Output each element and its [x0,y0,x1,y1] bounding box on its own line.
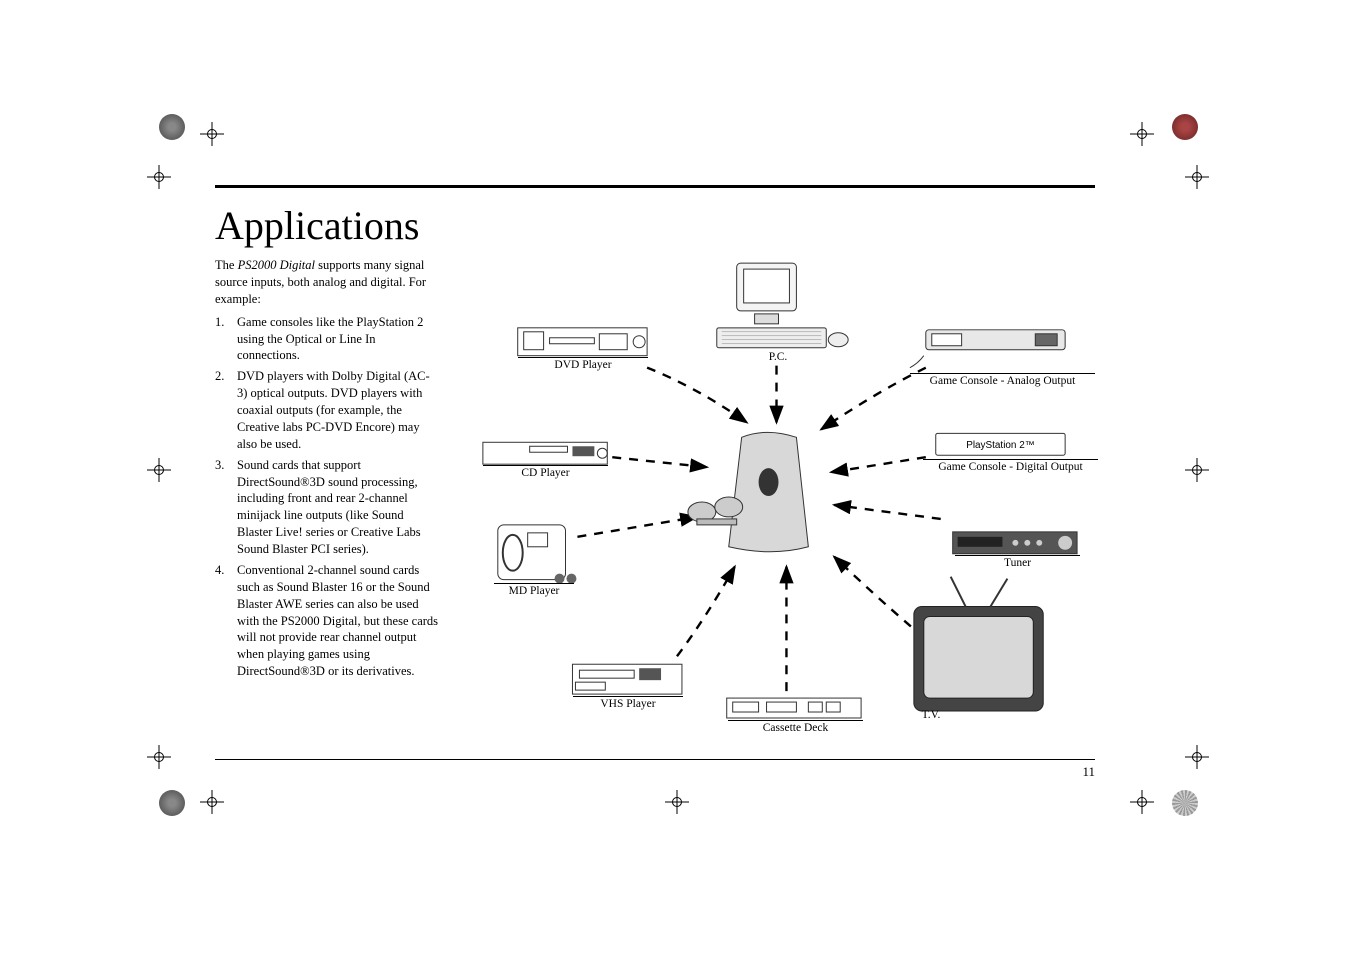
print-crosshair [147,165,171,189]
applications-list: Game consoles like the PlayStation 2 usi… [215,314,440,680]
page-number: 11 [1082,760,1095,780]
top-rule [215,185,1095,188]
pc-icon [717,263,848,348]
color-registration-dot [159,114,185,140]
print-crosshair [147,458,171,482]
bottom-rule [215,759,1095,760]
connection-diagram: PlayStation 2™ [458,257,1095,747]
cd-label: CD Player [483,465,608,479]
cassette-label: Cassette Deck [728,720,863,734]
md-label: MD Player [494,583,574,597]
list-item: Game consoles like the PlayStation 2 usi… [215,314,440,365]
tuner-icon [953,532,1077,554]
intro-product: PS2000 Digital [238,258,315,272]
page-title: Applications [215,202,1095,249]
intro-paragraph: The PS2000 Digital supports many signal … [215,257,440,308]
print-crosshair [200,790,224,814]
pc-label: P.C. [748,351,808,363]
print-crosshair [1185,745,1209,769]
print-crosshair [1130,122,1154,146]
console-digital-label: Game Console - Digital Output [923,459,1098,473]
md-icon [498,525,577,584]
console-analog-label: Game Console - Analog Output [910,373,1095,387]
diagram-svg: PlayStation 2™ [458,257,1095,747]
print-crosshair [665,790,689,814]
intro-prefix: The [215,258,238,272]
list-item: Sound cards that support DirectSound®3D … [215,457,440,558]
color-registration-dot [1172,790,1198,816]
color-registration-dot [1172,114,1198,140]
cd-icon [483,442,607,464]
vhs-icon [572,664,681,694]
list-item: DVD players with Dolby Digital (AC-3) op… [215,368,440,452]
tv-label: T.V. [906,709,956,721]
cassette-icon [727,698,861,718]
vhs-label: VHS Player [573,696,683,710]
ps2-icon: PlayStation 2™ [936,433,1065,455]
text-column: The PS2000 Digital supports many signal … [215,257,440,747]
list-item: Conventional 2-channel sound cards such … [215,562,440,680]
print-crosshair [147,745,171,769]
ps2-text: PlayStation 2™ [966,440,1035,451]
speaker-hub-icon [688,432,808,551]
tuner-label: Tuner [955,555,1080,569]
page-content: Applications The PS2000 Digital supports… [215,185,1095,760]
print-crosshair [200,122,224,146]
color-registration-dot [159,790,185,816]
dvd-icon [518,328,647,356]
print-crosshair [1185,458,1209,482]
print-crosshair [1130,790,1154,814]
dvd-label: DVD Player [518,357,648,371]
print-crosshair [1185,165,1209,189]
console-analog-icon [910,330,1065,368]
tv-icon [914,577,1043,711]
